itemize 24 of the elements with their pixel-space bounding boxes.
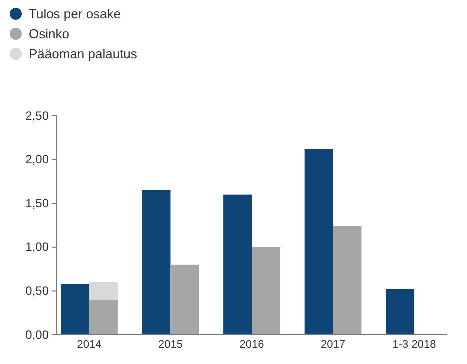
legend-label: Pääoman palautus [29,46,138,62]
y-tick-label: 1,00 [26,240,50,254]
legend-label: Osinko [29,26,70,42]
bar [170,264,200,335]
y-tick-label: 2,50 [26,108,50,123]
legend-label: Tulos per osake [29,6,122,22]
x-tick-label: 2016 [240,338,264,351]
y-tick-label: 1,50 [26,196,50,210]
x-tick-label: 2015 [158,338,183,351]
bar [252,247,280,335]
y-tick-label: 0,50 [26,284,50,298]
bar [90,300,118,335]
bar [386,289,414,335]
bar [333,226,362,335]
bar [61,284,90,335]
y-tick-label: 0,00 [26,328,50,342]
x-tick-label: 1-3 2018 [392,338,436,351]
x-tick-label: 2017 [321,338,346,351]
y-tick-label: 2,00 [26,152,50,167]
bar [90,282,118,300]
bar [224,194,252,335]
bar [304,149,334,335]
bar [142,190,171,335]
x-tick-label: 2014 [77,338,102,351]
